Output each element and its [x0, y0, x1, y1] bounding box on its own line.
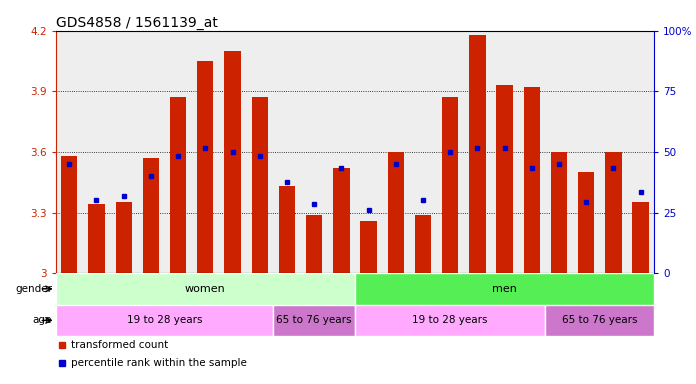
- Bar: [88, 204, 104, 273]
- Bar: [523, 87, 540, 273]
- Bar: [388, 152, 404, 273]
- Text: men: men: [492, 284, 517, 294]
- Bar: [116, 202, 132, 273]
- Bar: [442, 98, 459, 273]
- Bar: [306, 215, 322, 273]
- Bar: [633, 202, 649, 273]
- Bar: [143, 158, 159, 273]
- Text: 65 to 76 years: 65 to 76 years: [276, 315, 352, 325]
- Text: 19 to 28 years: 19 to 28 years: [413, 315, 488, 325]
- Text: age: age: [33, 315, 52, 325]
- Text: 19 to 28 years: 19 to 28 years: [127, 315, 203, 325]
- FancyBboxPatch shape: [355, 305, 546, 336]
- FancyBboxPatch shape: [274, 305, 355, 336]
- Bar: [496, 85, 513, 273]
- Text: percentile rank within the sample: percentile rank within the sample: [71, 358, 246, 368]
- Bar: [578, 172, 594, 273]
- Bar: [197, 61, 214, 273]
- Bar: [469, 35, 486, 273]
- Text: women: women: [185, 284, 226, 294]
- Text: GDS4858 / 1561139_at: GDS4858 / 1561139_at: [56, 16, 218, 30]
- Bar: [606, 152, 622, 273]
- Bar: [361, 220, 377, 273]
- Bar: [170, 98, 187, 273]
- Bar: [224, 51, 241, 273]
- FancyBboxPatch shape: [355, 273, 654, 305]
- FancyBboxPatch shape: [56, 305, 274, 336]
- Text: 65 to 76 years: 65 to 76 years: [562, 315, 638, 325]
- FancyBboxPatch shape: [56, 273, 355, 305]
- Bar: [279, 186, 295, 273]
- Text: gender: gender: [15, 284, 52, 294]
- Text: transformed count: transformed count: [71, 340, 168, 350]
- Bar: [251, 98, 268, 273]
- Bar: [415, 215, 431, 273]
- Bar: [551, 152, 567, 273]
- FancyBboxPatch shape: [546, 305, 654, 336]
- Bar: [61, 156, 77, 273]
- Bar: [333, 168, 349, 273]
